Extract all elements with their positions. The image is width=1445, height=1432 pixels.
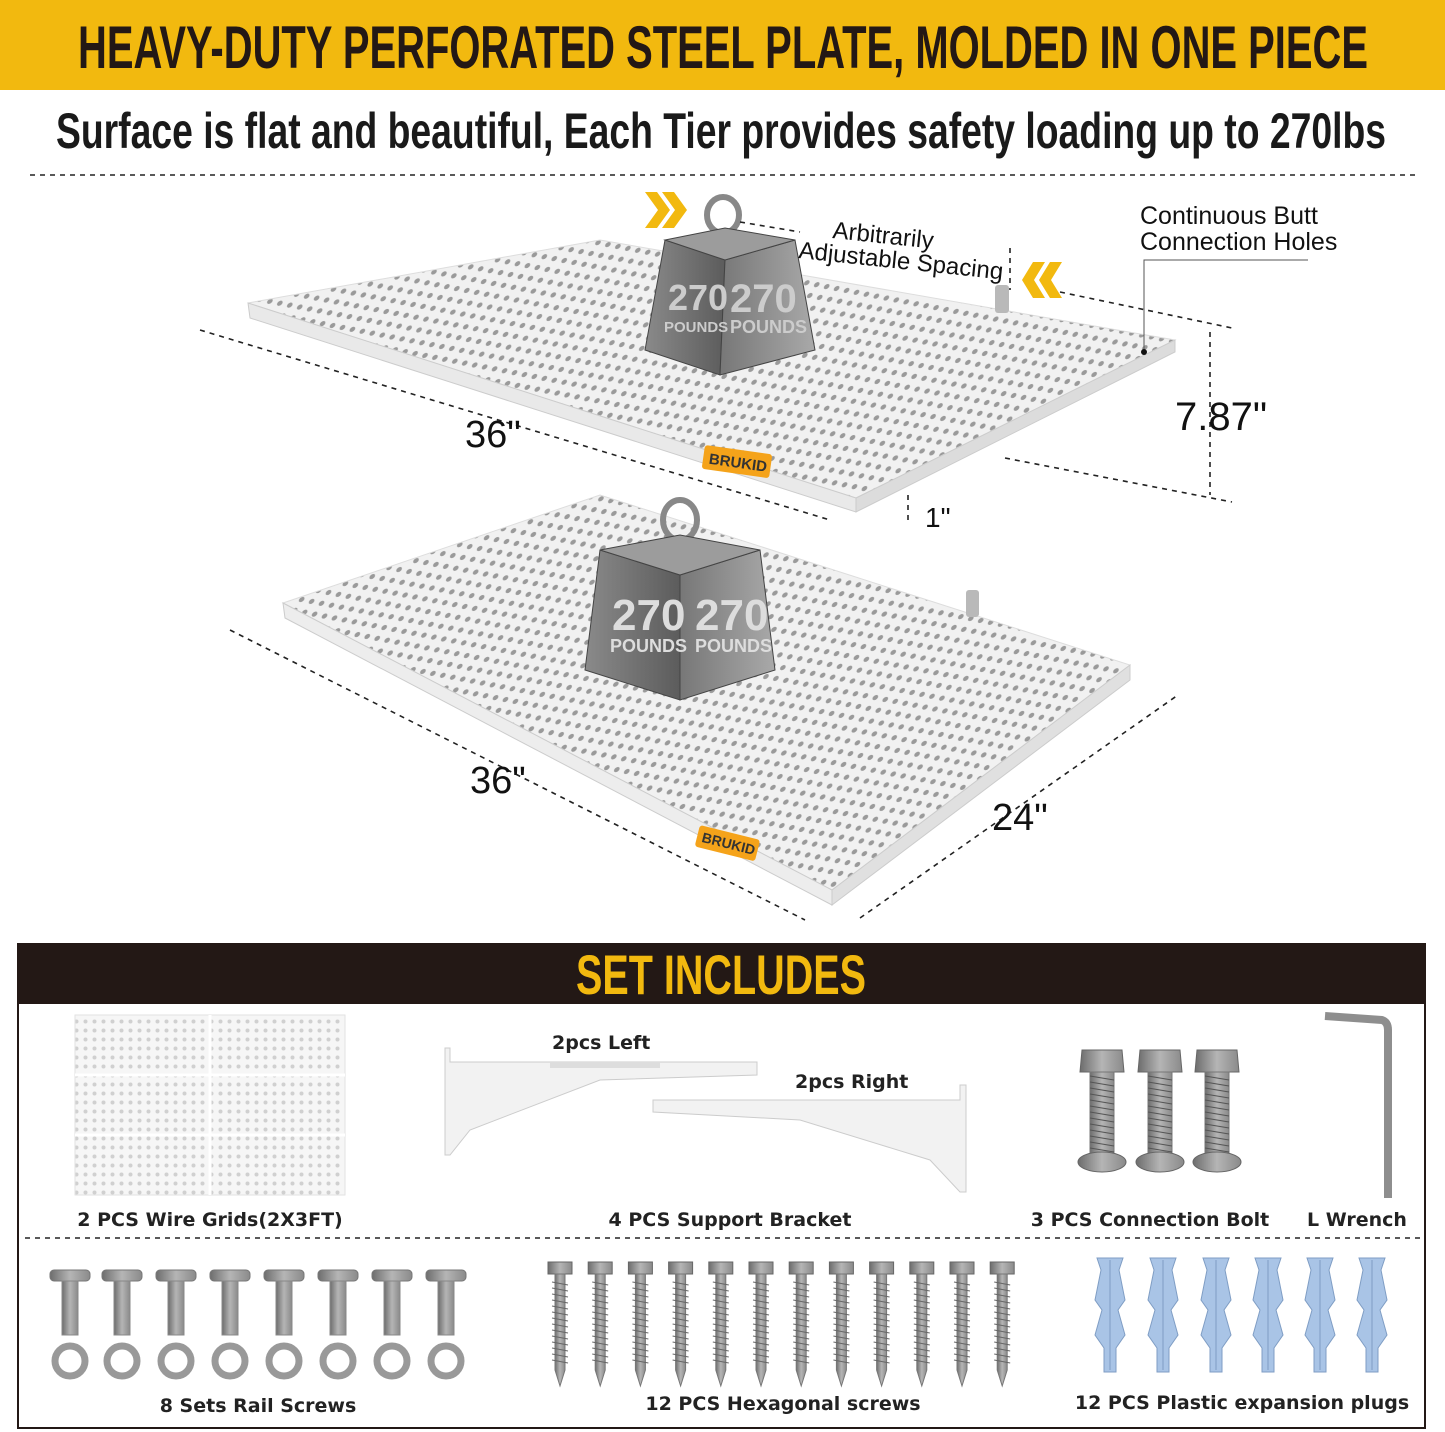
svg-text:270: 270 xyxy=(668,277,728,318)
rail-screw-set xyxy=(371,1269,413,1380)
hexagonal-screw xyxy=(587,1261,613,1388)
item-label-expansion-plugs: 12 PCS Plastic expansion plugs xyxy=(1075,1392,1409,1414)
wire-grid-image xyxy=(74,1014,346,1196)
rail-screw-set xyxy=(49,1269,91,1380)
plastic-expansion-plug xyxy=(1200,1257,1232,1373)
l-wrench-image xyxy=(1324,1012,1392,1198)
bracket-left-label: 2pcs Left xyxy=(552,1032,650,1054)
item-label-l-wrench: L Wrench xyxy=(1307,1209,1407,1231)
subtitle: Surface is flat and beautiful, Each Tier… xyxy=(56,103,1386,159)
rail-screw-set xyxy=(317,1269,359,1380)
rail-screw-set xyxy=(209,1269,251,1380)
svg-text:270: 270 xyxy=(695,591,768,640)
plastic-expansion-plug xyxy=(1356,1257,1388,1373)
bottom-length-dimension: 36" xyxy=(470,760,526,802)
thickness-dimension: 1" xyxy=(925,502,951,533)
svg-text:POUNDS: POUNDS xyxy=(730,317,807,337)
svg-text:POUNDS: POUNDS xyxy=(610,636,687,656)
connection-bolt xyxy=(1192,1049,1242,1173)
hexagonal-screw xyxy=(788,1261,814,1388)
wall-bracket-tab xyxy=(995,285,1009,313)
svg-text:270: 270 xyxy=(612,591,685,640)
rail-screw-set xyxy=(155,1269,197,1380)
plastic-expansion-plug xyxy=(1147,1257,1179,1373)
hexagonal-screw xyxy=(708,1261,734,1388)
top-length-dimension: 36" xyxy=(465,414,521,456)
header-title: HEAVY-DUTY PERFORATED STEEL PLATE, MOLDE… xyxy=(78,14,1368,81)
plastic-expansion-plug xyxy=(1304,1257,1336,1373)
chevron-left-icon xyxy=(1022,262,1062,298)
item-label-connection-bolt: 3 PCS Connection Bolt xyxy=(1031,1209,1269,1231)
set-includes-title: SET INCLUDES xyxy=(576,943,866,1006)
rail-screw-set xyxy=(425,1269,467,1380)
wall-bracket-tab xyxy=(966,590,979,617)
bracket-right-label: 2pcs Right xyxy=(795,1071,908,1093)
set-includes-bar xyxy=(18,944,1425,1004)
hexagonal-screw xyxy=(909,1261,935,1388)
support-bracket-right xyxy=(652,1084,967,1193)
hexagonal-screw xyxy=(949,1261,975,1388)
svg-text:POUNDS: POUNDS xyxy=(695,636,772,656)
hexagonal-screw xyxy=(989,1261,1015,1388)
item-label-hex-screws: 12 PCS Hexagonal screws xyxy=(645,1393,920,1415)
bottom-shelf: BRUKID xyxy=(281,494,1132,907)
support-bracket-left xyxy=(444,1047,758,1156)
item-label-wire-grids: 2 PCS Wire Grids(2X3FT) xyxy=(77,1209,342,1231)
height-dimension: 7.87" xyxy=(1175,395,1267,439)
plastic-expansion-plug xyxy=(1094,1257,1126,1373)
hexagonal-screw xyxy=(547,1261,573,1388)
depth-dimension: 24" xyxy=(992,797,1048,839)
svg-text:POUNDS: POUNDS xyxy=(664,319,728,336)
hexagonal-screw xyxy=(828,1261,854,1388)
hexagonal-screw xyxy=(748,1261,774,1388)
weight-270-top: 270 POUNDS 270 POUNDS xyxy=(644,194,816,376)
rail-screw-set xyxy=(101,1269,143,1380)
hexagonal-screw xyxy=(869,1261,895,1388)
item-label-support-bracket: 4 PCS Support Bracket xyxy=(609,1209,852,1231)
header-bar xyxy=(0,0,1445,90)
hexagonal-screw xyxy=(627,1261,653,1388)
holes-annotation-2: Connection Holes xyxy=(1140,228,1337,256)
item-label-rail-screws: 8 Sets Rail Screws xyxy=(160,1395,357,1417)
svg-text:270: 270 xyxy=(730,277,797,321)
chevron-right-icon xyxy=(645,192,687,228)
weight-270-bottom: 270 POUNDS 270 POUNDS xyxy=(584,497,776,701)
brand-label: BRUKID xyxy=(702,445,772,478)
holes-annotation-1: Continuous Butt xyxy=(1140,202,1318,230)
hexagonal-screw xyxy=(668,1261,694,1388)
rail-screw-set xyxy=(263,1269,305,1380)
connection-bolt xyxy=(1135,1049,1185,1173)
plastic-expansion-plug xyxy=(1252,1257,1284,1373)
connection-bolt xyxy=(1077,1049,1127,1173)
